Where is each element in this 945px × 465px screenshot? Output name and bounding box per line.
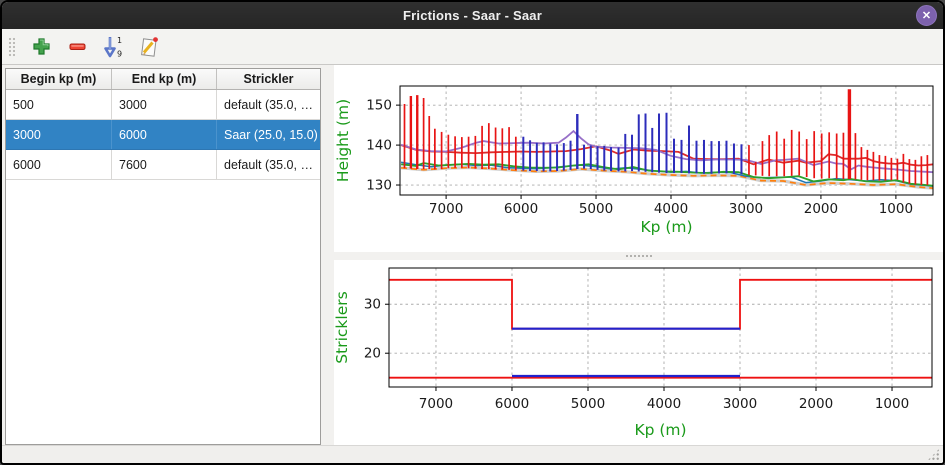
height-profile-chart: 7000 6000 5000 4000 3000 2000 1000 130 140 150 Kp … — [334, 65, 943, 252]
table-cell[interactable]: 6000 — [6, 150, 112, 179]
svg-text:1000: 1000 — [875, 396, 909, 412]
table-cell[interactable]: default (35.0, … — [224, 97, 313, 112]
close-icon: ✕ — [921, 10, 932, 22]
resize-grip-icon[interactable] — [927, 448, 940, 461]
table-cell[interactable]: 6000 — [112, 120, 217, 149]
sort-numeric-icon: 1 9 — [103, 36, 122, 59]
svg-text:7000: 7000 — [429, 201, 463, 217]
svg-text:2000: 2000 — [804, 201, 838, 217]
table-cell[interactable]: 3000 — [112, 90, 217, 119]
svg-text:2000: 2000 — [799, 396, 833, 412]
splitter-dots-icon — [624, 254, 653, 258]
stricklers-chart: 7000 6000 5000 4000 3000 2000 1000 20 30 Kp (m) St… — [334, 260, 943, 445]
toolbar-drag-handle[interactable] — [8, 36, 15, 57]
table-cell[interactable]: default (35.0, … — [224, 157, 313, 172]
close-button[interactable]: ✕ — [916, 5, 937, 26]
frictions-table: Begin kp (m) End kp (m) Strickler 500 300… — [5, 68, 321, 445]
svg-text:6000: 6000 — [504, 201, 538, 217]
y-axis-label: Height (m) — [334, 99, 352, 182]
table-row[interactable]: 3000 6000 Saar (25.0, 15.0) — [6, 120, 320, 150]
svg-text:20: 20 — [364, 346, 381, 362]
table-cell[interactable]: 7600 — [112, 150, 217, 179]
series-floodplain-level-dashed — [401, 166, 934, 190]
series-water-line-purple — [400, 129, 934, 174]
svg-text:7000: 7000 — [419, 396, 453, 412]
svg-text:130: 130 — [366, 178, 392, 194]
toolbar: 1 9 — [2, 29, 943, 65]
svg-text:3000: 3000 — [729, 201, 763, 217]
edit-icon — [141, 36, 158, 57]
add-row-button[interactable] — [26, 33, 56, 61]
svg-text:5000: 5000 — [571, 396, 605, 412]
svg-text:1000: 1000 — [879, 201, 913, 217]
y-axis-label: Stricklers — [334, 291, 351, 363]
x-axis-label: Kp (m) — [634, 421, 686, 439]
column-header-strickler[interactable]: Strickler — [243, 72, 294, 86]
svg-text:140: 140 — [366, 138, 392, 154]
svg-text:1: 1 — [117, 36, 122, 45]
table-header-row: Begin kp (m) End kp (m) Strickler — [6, 69, 320, 90]
sort-rows-button[interactable]: 1 9 — [98, 33, 128, 61]
table-cell[interactable]: 3000 — [6, 120, 112, 149]
table-row[interactable]: 6000 7600 default (35.0, … — [6, 150, 320, 180]
svg-text:4000: 4000 — [654, 201, 688, 217]
chart-splitter-handle[interactable] — [334, 252, 943, 260]
table-body: 500 3000 default (35.0, … 3000 6000 Saar (25.… — [6, 90, 320, 180]
svg-text:3000: 3000 — [723, 396, 757, 412]
table-cell[interactable]: Saar (25.0, 15.0) — [224, 127, 318, 142]
svg-text:9: 9 — [117, 50, 122, 59]
svg-text:6000: 6000 — [495, 396, 529, 412]
column-header-begin-kp[interactable]: Begin kp (m) — [6, 69, 112, 89]
svg-text:5000: 5000 — [579, 201, 613, 217]
table-row[interactable]: 500 3000 default (35.0, … — [6, 90, 320, 120]
series-bed-level-green — [401, 162, 934, 187]
edit-strickler-button[interactable] — [134, 33, 164, 61]
svg-text:30: 30 — [364, 297, 381, 313]
window-title: Frictions - Saar - Saar — [403, 8, 542, 23]
svg-text:4000: 4000 — [647, 396, 681, 412]
plus-icon — [32, 38, 50, 55]
svg-text:150: 150 — [366, 98, 392, 114]
remove-row-button[interactable] — [62, 33, 92, 61]
column-header-end-kp[interactable]: End kp (m) — [112, 69, 217, 89]
minus-icon — [69, 43, 85, 50]
title-bar[interactable]: Frictions - Saar - Saar ✕ — [2, 2, 943, 29]
table-cell[interactable]: 500 — [6, 90, 112, 119]
status-bar — [2, 445, 943, 463]
x-axis-label: Kp (m) — [640, 218, 692, 236]
